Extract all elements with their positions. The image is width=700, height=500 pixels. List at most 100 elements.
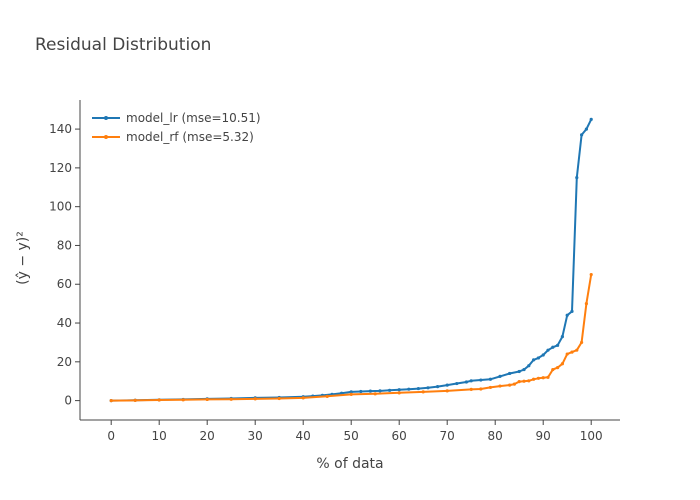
y-tick-label: 0 bbox=[64, 394, 72, 408]
x-tick-label: 100 bbox=[580, 429, 603, 443]
data-point[interactable] bbox=[551, 367, 555, 372]
data-point[interactable] bbox=[570, 309, 574, 313]
data-point[interactable] bbox=[512, 382, 517, 386]
data-point[interactable] bbox=[359, 389, 363, 394]
data-point[interactable] bbox=[532, 377, 536, 381]
y-tick-label: 40 bbox=[57, 316, 72, 330]
data-point[interactable] bbox=[560, 362, 565, 366]
y-tick-label: 100 bbox=[49, 200, 72, 214]
data-point[interactable] bbox=[479, 378, 483, 382]
legend-marker bbox=[104, 135, 108, 139]
x-tick-label: 70 bbox=[440, 429, 455, 443]
y-axis: 0 20 40 60 80 100 120 140 bbox=[49, 100, 81, 420]
data-point[interactable] bbox=[388, 388, 392, 392]
chart-title: Residual Distribution bbox=[35, 35, 211, 55]
data-point[interactable] bbox=[469, 387, 473, 391]
data-point[interactable] bbox=[580, 133, 584, 137]
data-point[interactable] bbox=[536, 356, 541, 360]
data-point[interactable] bbox=[527, 364, 531, 368]
series-layer bbox=[109, 117, 593, 403]
data-point[interactable] bbox=[421, 390, 425, 394]
data-point[interactable] bbox=[349, 390, 353, 394]
x-tick-label: 60 bbox=[392, 429, 407, 443]
data-point[interactable] bbox=[407, 387, 411, 391]
data-point[interactable] bbox=[584, 302, 589, 306]
data-point[interactable] bbox=[556, 366, 560, 370]
data-point[interactable] bbox=[498, 374, 502, 378]
series-line-1[interactable] bbox=[111, 118, 593, 402]
data-point[interactable] bbox=[589, 272, 593, 277]
legend-label-1[interactable]: model_lr (mse=10.51) bbox=[126, 111, 261, 125]
x-tick-label: 0 bbox=[107, 429, 115, 443]
data-point[interactable] bbox=[133, 398, 137, 403]
data-point[interactable] bbox=[522, 379, 526, 383]
data-point[interactable] bbox=[181, 398, 185, 402]
data-point[interactable] bbox=[527, 379, 531, 383]
data-point[interactable] bbox=[522, 367, 526, 372]
legend[interactable]: model_lr (mse=10.51) model_rf (mse=5.32) bbox=[92, 111, 261, 144]
data-point[interactable] bbox=[541, 376, 545, 380]
x-tick-label: 80 bbox=[488, 429, 503, 443]
data-point[interactable] bbox=[488, 377, 492, 381]
y-tick-label: 20 bbox=[57, 355, 72, 369]
data-point[interactable] bbox=[488, 385, 492, 390]
data-point[interactable] bbox=[229, 397, 233, 401]
data-point[interactable] bbox=[253, 397, 257, 401]
y-tick-label: 120 bbox=[49, 161, 72, 175]
data-point[interactable] bbox=[508, 371, 512, 376]
x-tick-label: 20 bbox=[200, 429, 215, 443]
data-point[interactable] bbox=[469, 379, 473, 383]
data-point[interactable] bbox=[368, 389, 372, 393]
data-point[interactable] bbox=[565, 313, 569, 317]
data-point[interactable] bbox=[508, 383, 512, 387]
data-point[interactable] bbox=[570, 350, 574, 354]
x-tick-label: 40 bbox=[296, 429, 311, 443]
y-tick-label: 140 bbox=[49, 122, 72, 136]
data-point[interactable] bbox=[157, 398, 161, 402]
data-point[interactable] bbox=[416, 386, 420, 391]
data-point[interactable] bbox=[464, 380, 468, 384]
x-axis: 0 10 20 30 40 50 60 70 80 90 100 bbox=[80, 419, 620, 443]
data-point[interactable] bbox=[426, 386, 430, 390]
data-point[interactable] bbox=[378, 389, 382, 393]
legend-label-2[interactable]: model_rf (mse=5.32) bbox=[126, 130, 254, 144]
data-point[interactable] bbox=[546, 375, 550, 379]
data-point[interactable] bbox=[325, 394, 329, 398]
data-point[interactable] bbox=[580, 340, 584, 345]
data-point[interactable] bbox=[479, 387, 483, 391]
data-point[interactable] bbox=[546, 348, 550, 352]
data-point[interactable] bbox=[560, 335, 565, 339]
y-axis-title: (ŷ − y)² bbox=[15, 231, 31, 285]
data-point[interactable] bbox=[575, 348, 579, 352]
data-point[interactable] bbox=[517, 369, 521, 374]
data-point[interactable] bbox=[556, 343, 560, 347]
data-point[interactable] bbox=[445, 383, 449, 387]
data-point[interactable] bbox=[340, 391, 344, 395]
data-point[interactable] bbox=[455, 381, 459, 386]
legend-marker bbox=[104, 116, 108, 120]
data-point[interactable] bbox=[565, 352, 569, 356]
data-point[interactable] bbox=[109, 399, 113, 403]
data-point[interactable] bbox=[205, 397, 209, 402]
data-point[interactable] bbox=[349, 392, 353, 396]
data-point[interactable] bbox=[436, 385, 440, 389]
data-point[interactable] bbox=[584, 127, 589, 131]
data-point[interactable] bbox=[536, 376, 541, 380]
data-point[interactable] bbox=[445, 389, 449, 393]
data-point[interactable] bbox=[532, 358, 536, 362]
x-tick-label: 90 bbox=[536, 429, 551, 443]
data-point[interactable] bbox=[397, 388, 401, 392]
data-point[interactable] bbox=[373, 392, 377, 396]
data-point[interactable] bbox=[397, 391, 401, 395]
data-point[interactable] bbox=[589, 117, 593, 121]
data-point[interactable] bbox=[277, 396, 281, 401]
data-point[interactable] bbox=[498, 384, 502, 388]
data-point[interactable] bbox=[541, 353, 545, 357]
data-point[interactable] bbox=[551, 345, 555, 349]
x-tick-label: 10 bbox=[152, 429, 167, 443]
data-point[interactable] bbox=[517, 380, 521, 384]
data-point[interactable] bbox=[575, 175, 579, 180]
data-point[interactable] bbox=[301, 396, 305, 400]
y-tick-label: 60 bbox=[57, 277, 72, 291]
